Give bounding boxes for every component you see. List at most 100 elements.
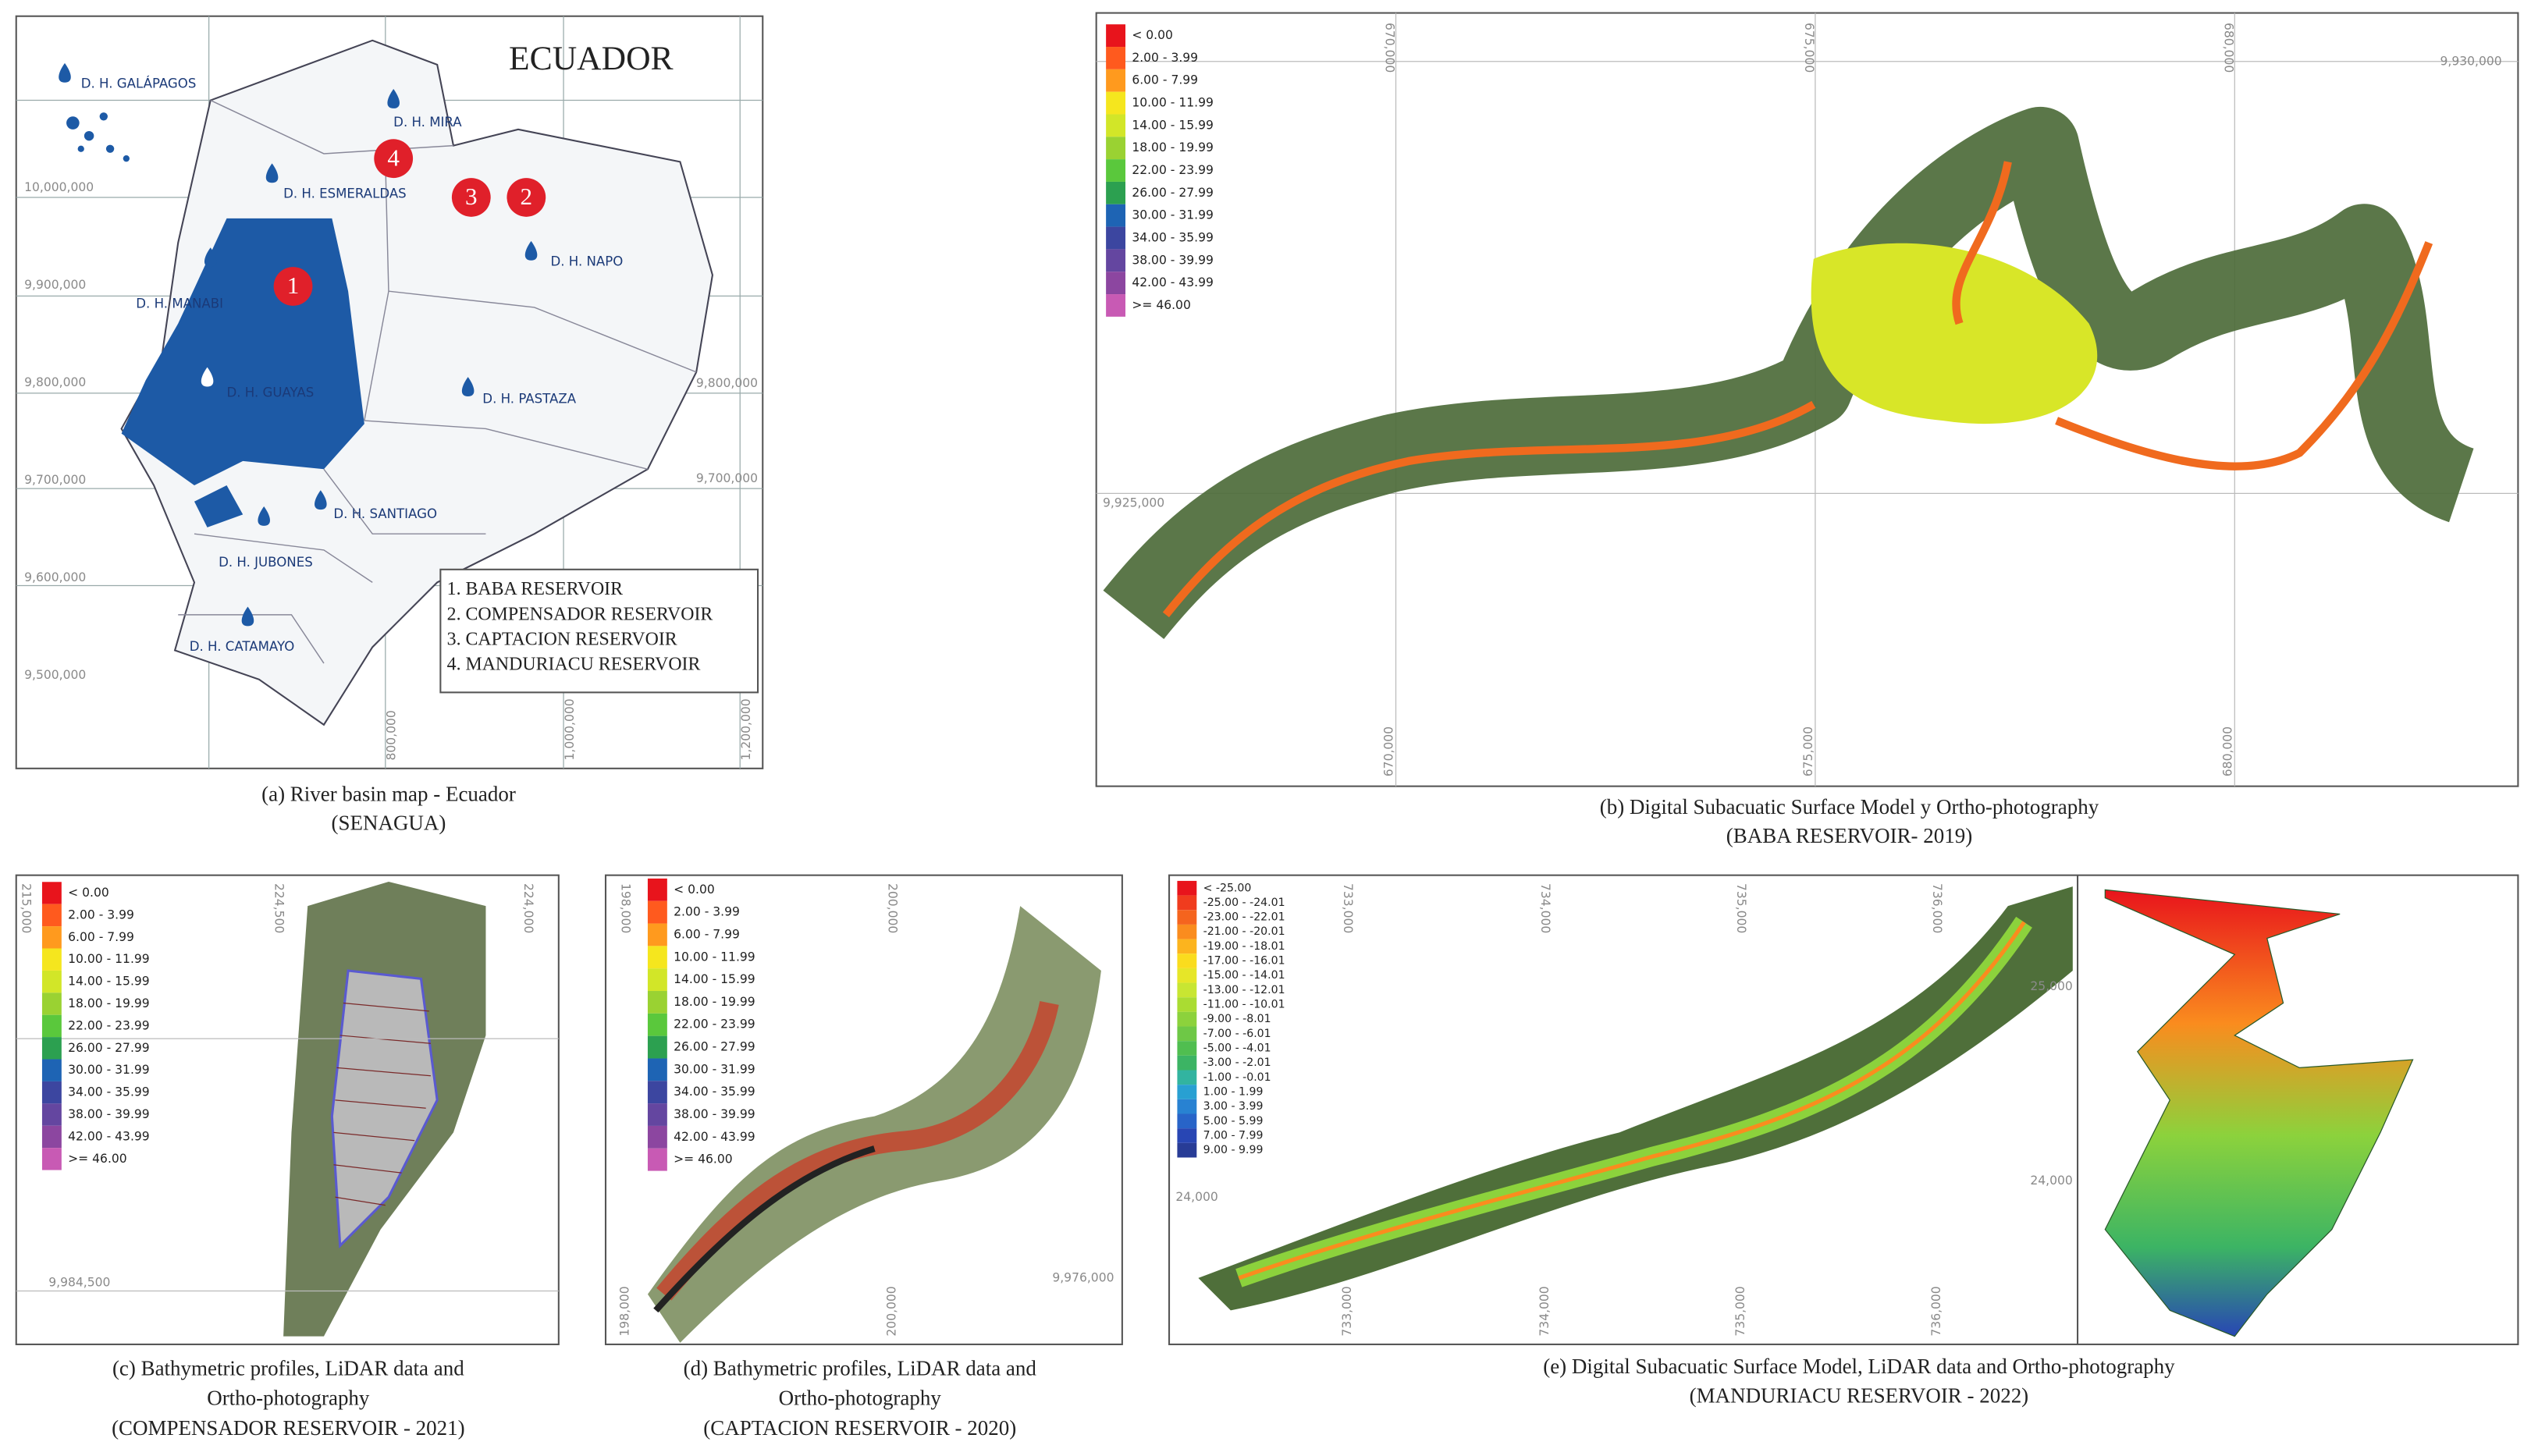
legend-label: -21.00 - -20.01 <box>1203 925 1285 938</box>
profile-d <box>653 1145 876 1313</box>
legend-label: 10.00 - 11.99 <box>68 952 150 966</box>
legend-label: 18.00 - 19.99 <box>68 996 150 1010</box>
legend-swatch <box>1177 895 1197 911</box>
reservoir-c <box>330 969 439 1249</box>
caption: (CAPTACION RESERVOIR - 2020) <box>703 1416 1016 1440</box>
legend-label: 26.00 - 27.99 <box>68 1041 150 1055</box>
legend-label: 26.00 - 27.99 <box>674 1040 755 1054</box>
legend-label: >= 46.00 <box>1132 298 1191 312</box>
legend-label: -1.00 - -0.01 <box>1203 1071 1271 1084</box>
coordinate-label: 10,000,000 <box>24 180 94 194</box>
reservoir-marker-label: 2 <box>521 183 533 210</box>
legend-label: 22.00 - 23.99 <box>68 1018 150 1032</box>
profiles-c <box>333 1002 431 1206</box>
legend-label: 18.00 - 19.99 <box>674 995 755 1009</box>
basin-label: D. H. ESMERALDAS <box>283 186 407 201</box>
reservoir-marker-label: 1 <box>287 272 300 299</box>
basin-label: D. H. MIRA <box>393 115 462 130</box>
legend-label: -13.00 - -12.01 <box>1203 984 1285 996</box>
basin-icon <box>265 163 279 183</box>
coordinate-label: 733,000 <box>1340 1286 1354 1336</box>
legend-swatch <box>1106 159 1126 182</box>
legend-label: 26.00 - 27.99 <box>1132 186 1214 200</box>
legend-swatch <box>1177 924 1197 939</box>
legend-label: -3.00 - -2.01 <box>1203 1056 1271 1069</box>
coordinate-label: 675,000 <box>1802 23 1816 73</box>
legend-swatch <box>1177 1070 1197 1085</box>
legend-label: 14.00 - 15.99 <box>674 972 755 986</box>
legend-label: 3.00 - 3.99 <box>1203 1100 1264 1113</box>
terrain-model-3d <box>2104 889 2414 1337</box>
legend-label: -9.00 - -8.01 <box>1203 1013 1271 1025</box>
basin-icon <box>201 367 214 387</box>
coordinate-label: 735,000 <box>1733 1286 1747 1336</box>
legend-swatch <box>41 1103 62 1126</box>
legend-swatch <box>647 991 667 1014</box>
legend-label: < -25.00 <box>1203 882 1252 894</box>
legend-swatch <box>1106 47 1126 69</box>
legend-label: 5.00 - 5.99 <box>1203 1115 1264 1128</box>
legend-label: 10.00 - 11.99 <box>1132 96 1214 110</box>
coordinate-label: 1,200,000 <box>739 698 753 760</box>
reservoir-key-item: 3. CAPTACION RESERVOIR <box>447 630 677 650</box>
legend-label: 1.00 - 1.99 <box>1203 1086 1264 1099</box>
legend-label: 6.00 - 7.99 <box>68 930 134 944</box>
legend-swatch <box>1177 1055 1197 1071</box>
orthophoto-e <box>1198 886 2073 1311</box>
legend-swatch <box>647 1035 667 1059</box>
legend-swatch <box>647 968 667 992</box>
legend-swatch <box>41 1125 62 1149</box>
legend-label: -23.00 - -22.01 <box>1203 911 1285 924</box>
coordinate-label: 198,000 <box>618 883 632 933</box>
river-e <box>1238 921 2026 1280</box>
legend-swatch <box>1177 1011 1197 1027</box>
coordinate-label: 9,700,000 <box>696 471 758 485</box>
legend-swatch <box>647 878 667 901</box>
legend-label: < 0.00 <box>68 886 109 900</box>
legend-label: 38.00 - 39.99 <box>1132 253 1214 267</box>
legend-swatch <box>647 1125 667 1149</box>
legend-swatch <box>41 1014 62 1038</box>
coordinate-label: 800,000 <box>385 710 399 760</box>
coordinate-label: 1,000,000 <box>563 698 577 760</box>
legend-label: -17.00 - -16.01 <box>1203 955 1285 968</box>
legend-swatch <box>1177 954 1197 968</box>
reservoir-b <box>1811 243 2098 424</box>
legend-label: 9.00 - 9.99 <box>1203 1144 1264 1156</box>
reservoir-d <box>656 1000 1059 1301</box>
legend-label: 34.00 - 35.99 <box>674 1085 755 1099</box>
legend-swatch <box>41 926 62 949</box>
reservoir-marker <box>374 139 414 179</box>
coordinate-label: 670,000 <box>1383 23 1397 73</box>
coordinate-label: 24,000 <box>2030 1174 2072 1188</box>
legend-swatch <box>1106 294 1126 317</box>
map-title: ECUADOR <box>509 40 674 77</box>
legend-swatch <box>1177 1128 1197 1143</box>
river-b <box>1162 161 2433 618</box>
legend-label: 34.00 - 35.99 <box>68 1085 150 1099</box>
legend-label: -25.00 - -24.01 <box>1203 897 1285 909</box>
reservoir-key-item: 4. MANDURIACU RESERVOIR <box>447 655 701 675</box>
legend-swatch <box>1177 1113 1197 1129</box>
coordinate-label: 224,000 <box>521 883 535 933</box>
legend-label: -7.00 - -6.01 <box>1203 1028 1271 1040</box>
legend-swatch <box>1106 204 1126 227</box>
legend-label: -5.00 - -4.01 <box>1203 1042 1271 1055</box>
legend-swatch <box>1177 1142 1197 1158</box>
legend-swatch <box>1106 69 1126 92</box>
coordinate-label: 9,930,000 <box>2440 54 2501 68</box>
legend-label: 42.00 - 43.99 <box>674 1130 755 1144</box>
legend-label: 38.00 - 39.99 <box>674 1107 755 1121</box>
legend-swatch <box>41 904 62 927</box>
legend-swatch <box>647 900 667 924</box>
coordinate-label: 9,976,000 <box>1052 1270 1114 1284</box>
reservoir-key-item: 2. COMPENSADOR RESERVOIR <box>447 604 713 624</box>
legend-label: 14.00 - 15.99 <box>68 975 150 989</box>
legend-label: 38.00 - 39.99 <box>68 1107 150 1121</box>
legend-swatch <box>647 946 667 969</box>
coordinate-label: 733,000 <box>1341 883 1355 933</box>
legend-label: -19.00 - -18.01 <box>1203 940 1285 953</box>
coordinate-label: 9,800,000 <box>24 375 86 389</box>
caption: Ortho-photography <box>207 1387 370 1410</box>
coordinate-label: 734,000 <box>1538 883 1552 933</box>
